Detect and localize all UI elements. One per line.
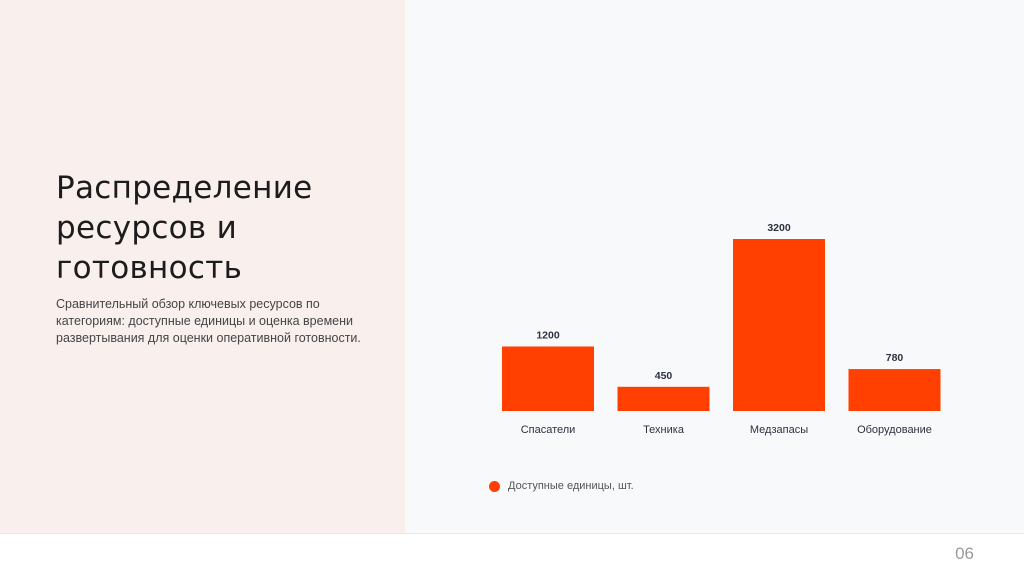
data-label-1: 1200 — [536, 330, 560, 342]
category-label-4: Оборудование — [857, 424, 932, 436]
category-label-2: Техника — [643, 424, 685, 436]
data-label-3: 3200 — [767, 222, 791, 234]
slide-footer: 06 — [0, 533, 1024, 574]
bar-4 — [848, 369, 941, 411]
chart-legend: Доступные единицы, шт. — [489, 480, 634, 492]
bar-2 — [617, 386, 710, 411]
category-label-1: Спасатели — [521, 424, 576, 436]
bar-3 — [733, 239, 825, 411]
bar-chart: 1200 Спасатели 450 Техника 3200 Медзапасы 780 О… — [502, 222, 941, 436]
bar-1 — [502, 346, 594, 411]
labels-group: 1200 Спасатели 450 Техника 3200 Медзапасы 780 О… — [521, 222, 932, 436]
category-label-3: Медзапасы — [750, 424, 808, 436]
legend-marker — [489, 480, 500, 492]
slide-subtitle: Сравнительный обзор ключевых ресурсов по… — [56, 297, 361, 345]
slide: Распределение ресурсов и готовность Срав… — [0, 0, 941, 533]
slide-title: Распределение ресурсов и готовность — [56, 170, 313, 286]
bars-group — [502, 239, 941, 411]
data-label-4: 780 — [886, 352, 904, 364]
page-number: 06 — [955, 544, 974, 563]
left-panel: Распределение ресурсов и готовность Срав… — [0, 0, 405, 533]
legend-label: Доступные единицы, шт. — [508, 480, 634, 492]
data-label-2: 450 — [655, 370, 673, 382]
